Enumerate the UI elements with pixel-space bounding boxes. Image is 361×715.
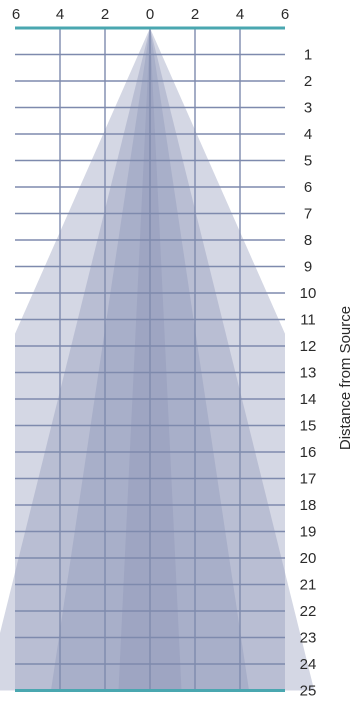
right-axis: 1234567891011121314151617181920212223242… <box>300 47 317 700</box>
right-axis-label: Distance from Source <box>337 306 354 450</box>
right-axis-tick-label: 12 <box>300 338 317 355</box>
beam-cones <box>0 28 315 691</box>
right-axis-tick-label: 23 <box>300 630 317 647</box>
beam-cone-2 <box>0 28 315 691</box>
right-axis-tick-label: 18 <box>300 497 317 514</box>
right-axis-tick-label: 22 <box>300 603 317 620</box>
right-axis-tick-label: 16 <box>300 444 317 461</box>
right-axis-tick-label: 17 <box>300 471 317 488</box>
right-axis-tick-label: 15 <box>300 418 317 435</box>
right-axis-tick-label: 20 <box>300 550 317 567</box>
right-axis-tick-label: 25 <box>300 683 317 700</box>
right-axis-tick-label: 24 <box>300 656 317 673</box>
right-axis-tick-label: 4 <box>304 126 312 143</box>
top-axis-tick-label: 6 <box>12 6 20 23</box>
right-axis-tick-label: 10 <box>300 285 317 302</box>
top-axis-tick-label: 2 <box>101 6 109 23</box>
top-axis-tick-label: 4 <box>236 6 244 23</box>
right-axis-tick-label: 13 <box>300 365 317 382</box>
right-axis-tick-label: 21 <box>300 577 317 594</box>
right-axis-tick-label: 9 <box>304 259 312 276</box>
top-axis: 6 4 2 0 2 4 6 <box>12 6 289 23</box>
top-axis-tick-label: 2 <box>191 6 199 23</box>
top-axis-tick-label: 6 <box>281 6 289 23</box>
right-axis-tick-label: 1 <box>304 47 312 64</box>
top-axis-tick-label: 4 <box>56 6 64 23</box>
grid <box>15 26 285 692</box>
right-axis-tick-label: 8 <box>304 232 312 249</box>
right-axis-tick-label: 2 <box>304 73 312 90</box>
right-axis-tick-label: 11 <box>300 312 316 329</box>
right-axis-tick-label: 14 <box>300 391 317 408</box>
right-axis-tick-label: 6 <box>304 179 312 196</box>
top-axis-tick-label: 0 <box>146 6 154 23</box>
right-axis-tick-label: 5 <box>304 153 312 170</box>
right-axis-tick-label: 3 <box>304 100 312 117</box>
right-axis-tick-label: 19 <box>300 524 317 541</box>
right-axis-tick-label: 7 <box>304 206 312 223</box>
